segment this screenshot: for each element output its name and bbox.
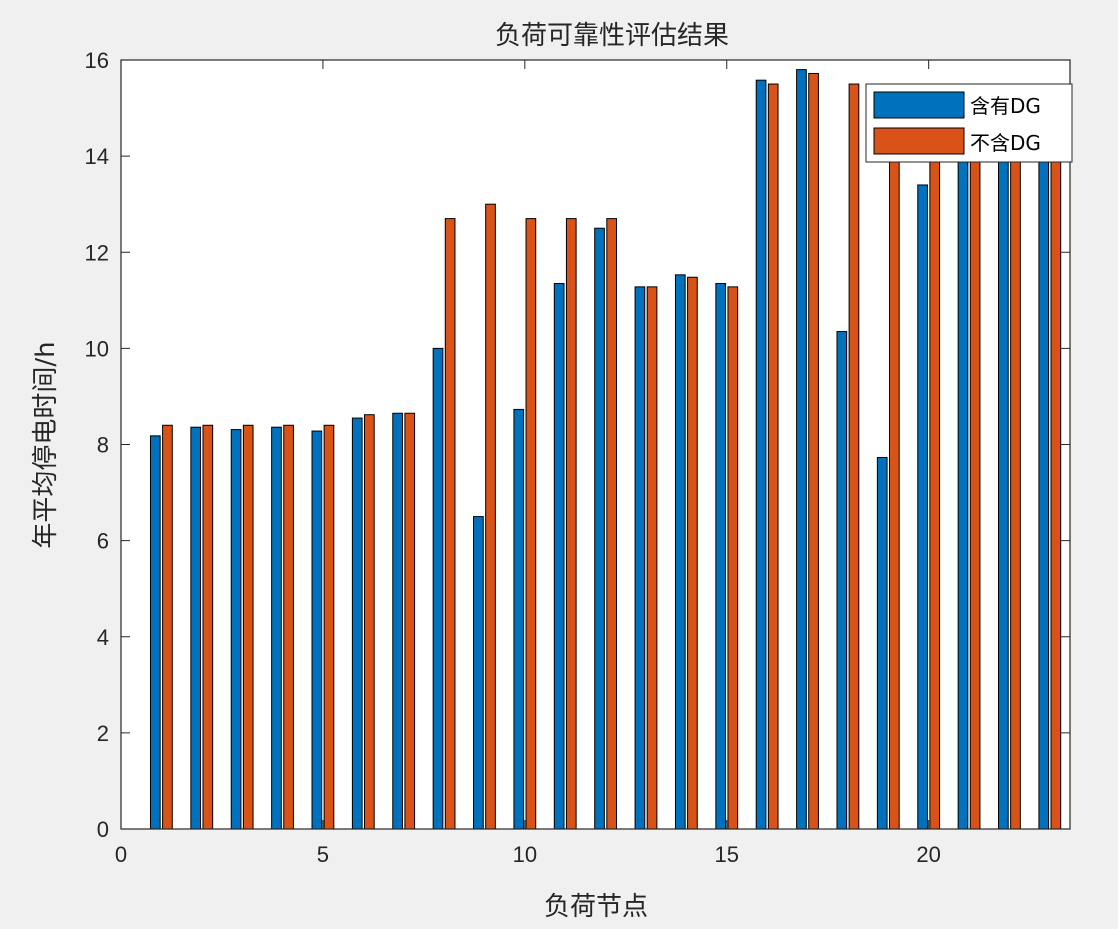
bar-with-dg-3 (230, 429, 242, 830)
legend-swatch-with-dg (873, 91, 965, 119)
bar-without-dg-20 (929, 155, 941, 830)
chart-title: 负荷可靠性评估结果 (495, 21, 729, 51)
y-axis-label: 年平均停电时间/h (31, 341, 61, 548)
x-tick-label: 15 (715, 842, 739, 867)
bar-with-dg-2 (190, 426, 202, 830)
bar-without-dg-12 (606, 218, 617, 830)
bar-without-dg-10 (525, 218, 537, 830)
bar-without-dg-22 (1010, 155, 1021, 830)
bar-without-dg-18 (848, 83, 860, 830)
bar-with-dg-7 (392, 412, 403, 830)
y-tick-label: 10 (85, 336, 109, 361)
bar-with-dg-4 (271, 426, 282, 830)
bar-without-dg-9 (485, 203, 496, 830)
x-tick-label: 10 (513, 842, 537, 867)
bar-with-dg-18 (836, 331, 848, 830)
bar-without-dg-23 (1050, 155, 1062, 830)
bar-without-dg-19 (888, 155, 900, 830)
bar-with-dg-14 (674, 274, 686, 830)
bar-without-dg-11 (565, 218, 577, 830)
bar-with-dg-1 (149, 435, 161, 830)
axes-box (120, 59, 1071, 830)
bar-with-dg-21 (957, 155, 969, 830)
bar-with-dg-12 (594, 227, 605, 830)
bar-with-dg-13 (634, 286, 646, 830)
bar-with-dg-23 (1038, 155, 1050, 830)
bar-without-dg-3 (242, 424, 254, 830)
bar-with-dg-9 (473, 516, 484, 830)
bar-with-dg-11 (553, 282, 565, 830)
y-tick-label: 6 (97, 529, 109, 554)
bar-without-dg-5 (323, 424, 335, 830)
bar-without-dg-4 (283, 424, 294, 830)
y-tick-label: 0 (97, 817, 109, 842)
y-tick-label: 16 (85, 48, 109, 73)
y-tick-label: 8 (97, 433, 109, 458)
x-axis-label: 负荷节点 (544, 892, 648, 922)
legend-swatch-without-dg (873, 127, 965, 155)
bar-with-dg-17 (796, 69, 807, 830)
y-tick-label: 12 (85, 240, 109, 265)
x-tick-label: 0 (115, 842, 127, 867)
legend-label-without-dg: 不含DG (970, 131, 1041, 155)
bar-without-dg-8 (444, 218, 456, 830)
bar-without-dg-7 (404, 412, 416, 830)
legend: 含有DG 不含DG (865, 83, 1073, 163)
bar-with-dg-5 (311, 430, 323, 830)
bar-with-dg-20 (917, 184, 928, 830)
bar-with-dg-15 (715, 282, 727, 830)
bar-without-dg-13 (646, 286, 658, 830)
bar-without-dg-6 (364, 414, 375, 830)
bar-without-dg-2 (202, 424, 214, 830)
bar-without-dg-17 (808, 72, 819, 830)
x-tick-label: 5 (317, 842, 329, 867)
bar-without-dg-16 (767, 83, 779, 830)
bar-without-dg-1 (162, 424, 173, 830)
bar-without-dg-14 (687, 276, 698, 830)
bar-with-dg-22 (998, 155, 1009, 830)
y-tick-label: 4 (97, 625, 109, 650)
bar-with-dg-6 (351, 417, 363, 830)
y-axis-ticks: 0 2 4 6 8 10 12 14 16 (85, 48, 1070, 842)
bar-without-dg-21 (969, 155, 981, 830)
bar-with-dg-10 (513, 408, 525, 830)
bar-with-dg-19 (876, 456, 888, 830)
bar-with-dg-16 (755, 79, 767, 830)
legend-label-with-dg: 含有DG (970, 94, 1041, 118)
bar-without-dg-15 (727, 286, 739, 830)
x-tick-label: 20 (916, 842, 940, 867)
y-tick-label: 2 (97, 721, 109, 746)
bar-with-dg-8 (432, 347, 444, 830)
y-tick-label: 14 (85, 144, 109, 169)
